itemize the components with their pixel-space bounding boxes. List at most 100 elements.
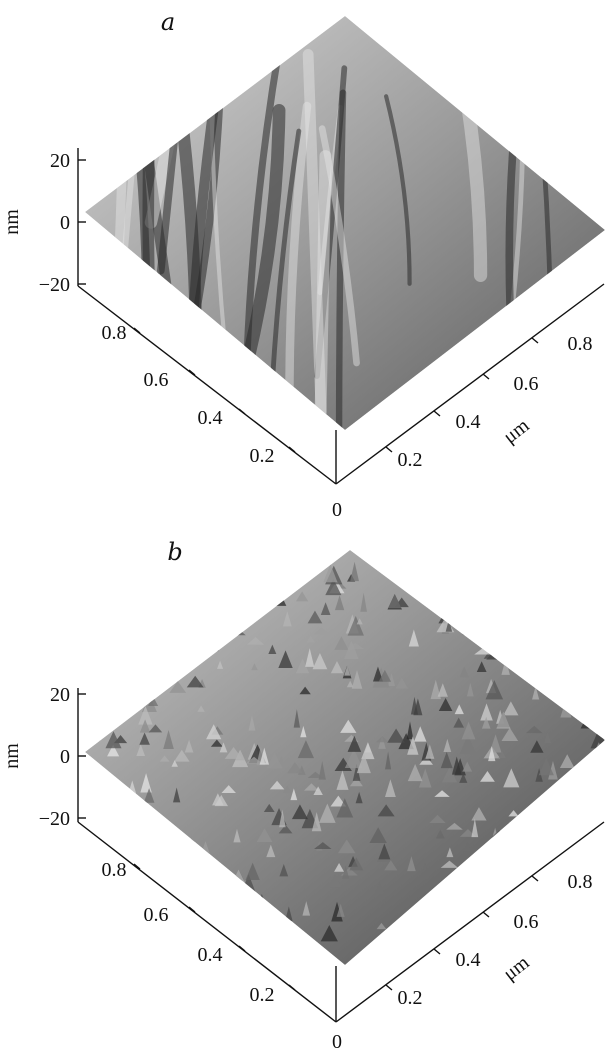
- surface-grain: [312, 652, 328, 670]
- surface-grain: [243, 913, 251, 933]
- surface-grain: [179, 872, 194, 889]
- surface-grain: [110, 625, 119, 634]
- surface-grain: [570, 705, 583, 715]
- surface-grain: [387, 728, 405, 743]
- surface-grain: [320, 602, 331, 615]
- z-axis-b: 20 0 −20 nm: [1, 684, 86, 830]
- surface-grain: [141, 840, 153, 852]
- y-tick-label: 0.2: [250, 445, 275, 467]
- surface-grain: [206, 629, 216, 640]
- surface-grain: [576, 773, 584, 792]
- panel-a-label: a: [161, 8, 175, 36]
- surface-grain: [313, 627, 330, 635]
- surface-grain: [511, 557, 523, 568]
- surface-b: [85, 550, 605, 965]
- surface-grain: [266, 844, 276, 858]
- surface-grain: [286, 762, 303, 774]
- surface-grain: [417, 567, 430, 575]
- surface-grain: [437, 683, 448, 697]
- y-tick-label: 0.6: [144, 904, 169, 926]
- surface-grain: [283, 550, 291, 553]
- surface-grain: [85, 868, 98, 884]
- surface-grain: [148, 696, 159, 707]
- panel-b: b 20 0 −20 nm 0.8 0.6 0.4 0.2: [1, 538, 605, 1053]
- origin-label: 0: [332, 499, 342, 521]
- surface-grain: [425, 933, 440, 942]
- surface-grain: [388, 672, 396, 687]
- surface-grain: [446, 822, 463, 830]
- surface-grain: [424, 930, 434, 949]
- surface-grain: [382, 550, 391, 558]
- surface-grain: [214, 794, 228, 807]
- surface-grain: [330, 795, 347, 807]
- surface-grain: [434, 790, 450, 797]
- surface-grain: [138, 666, 156, 679]
- surface-grain: [226, 586, 241, 602]
- surface-grain: [293, 709, 301, 728]
- surface-grain: [226, 550, 244, 558]
- surface-grain: [139, 678, 147, 695]
- panel-a: a 20 0 −20 nm 0.8 0.6 0.4 0.2: [1, 8, 605, 521]
- surface-grain: [248, 715, 256, 731]
- surface-grain: [90, 615, 99, 629]
- surface-grain: [459, 734, 477, 755]
- surface-grain: [150, 658, 166, 674]
- surface-grain: [149, 628, 156, 644]
- surface-grain: [245, 917, 263, 931]
- surface-grain: [593, 609, 605, 616]
- surface-grain: [498, 859, 511, 869]
- surface-grain: [107, 550, 116, 552]
- surface-grain: [347, 735, 362, 752]
- surface-grain: [557, 551, 567, 562]
- surface-grain: [323, 564, 338, 583]
- surface-grain: [147, 683, 160, 696]
- surface-grain: [453, 584, 468, 600]
- surface-grain: [515, 934, 528, 946]
- surface-grain: [139, 732, 150, 745]
- surface-ridge: [302, 49, 327, 418]
- y-tick-label: 0.4: [198, 407, 223, 429]
- surface-grain: [491, 921, 498, 937]
- surface-grain: [85, 664, 91, 681]
- surface-grain: [466, 682, 474, 697]
- surface-grain: [136, 744, 146, 757]
- surface-grain: [85, 615, 104, 626]
- surface-grain: [461, 628, 478, 636]
- surface-grain: [347, 615, 364, 636]
- panel-b-label: b: [167, 538, 182, 566]
- surface-grain: [440, 751, 453, 769]
- surface-grain: [311, 811, 322, 832]
- surface-ridge: [318, 125, 360, 367]
- surface-grain: [370, 550, 389, 559]
- surface-grain: [101, 675, 117, 691]
- surface-grain: [384, 860, 398, 871]
- surface-grain: [589, 605, 599, 624]
- x-axis-title: μm: [499, 414, 534, 448]
- surface-grain: [585, 686, 603, 703]
- surface-grain: [267, 926, 281, 944]
- surface-grain: [414, 726, 427, 742]
- surface-grain: [220, 550, 230, 551]
- x-tick-label: 0.4: [456, 949, 481, 971]
- surface-grain: [293, 563, 307, 580]
- surface-grain: [494, 601, 501, 617]
- y-tick-label: 0.8: [102, 322, 127, 344]
- surface-grain: [389, 550, 405, 551]
- surface-grain: [495, 872, 513, 886]
- surface-grain: [112, 586, 127, 602]
- surface-grain: [527, 578, 540, 587]
- surface-grain: [537, 932, 555, 944]
- surface-grain: [538, 596, 548, 604]
- surface-grain: [521, 830, 538, 841]
- surface-grain: [563, 634, 575, 645]
- surface-grain: [463, 842, 471, 852]
- surface-grain: [171, 760, 178, 767]
- z-tick-label: −20: [39, 274, 70, 296]
- surface-grain: [92, 711, 109, 729]
- surface-grain: [295, 591, 309, 602]
- surface-grain: [459, 666, 470, 678]
- surface-grain: [378, 669, 392, 682]
- surface-grain: [532, 607, 546, 622]
- surface-grain: [451, 756, 462, 775]
- surface-grain: [416, 941, 427, 953]
